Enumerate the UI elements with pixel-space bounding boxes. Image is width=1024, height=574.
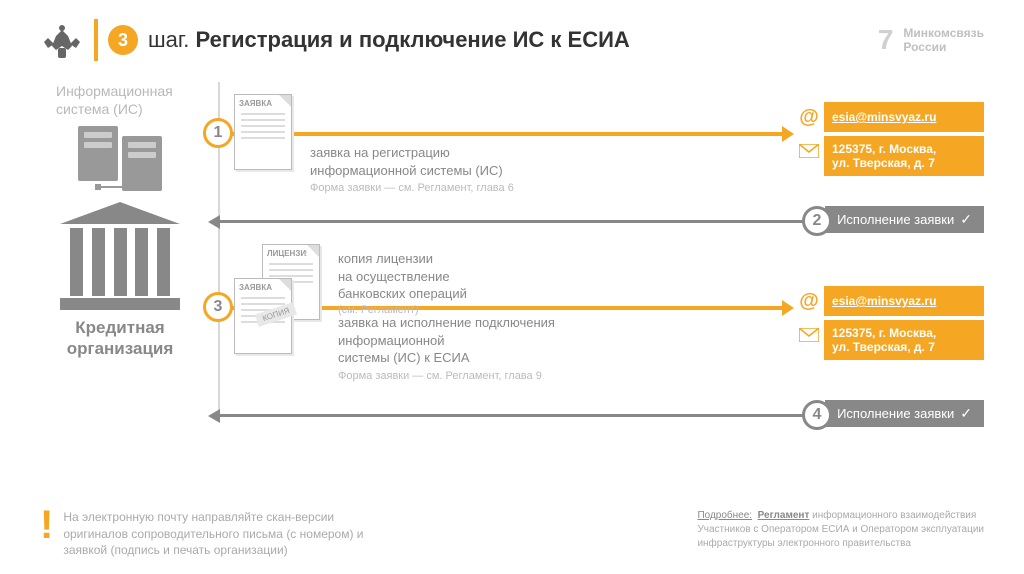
footer-note: ! На электронную почту направляйте скан-… — [40, 509, 364, 558]
contact-box-3: @ esia@minsvyaz.ru 125375, г. Москва,ул.… — [794, 286, 984, 364]
status-box-2: Исполнение заявки✓ — [825, 206, 984, 233]
step-1-description: заявка на регистрацию информационной сис… — [310, 144, 514, 196]
status-box-4: Исполнение заявки✓ — [825, 400, 984, 427]
bank-icon — [60, 202, 180, 312]
info-system-label: Информационная система (ИС) — [40, 82, 200, 118]
footer: ! На электронную почту направляйте скан-… — [40, 509, 984, 558]
left-column: Информационная система (ИС) Кредитная ор… — [40, 82, 200, 359]
diagram: Информационная система (ИС) Кредитная ор… — [0, 82, 1024, 512]
exclamation-icon: ! — [40, 509, 53, 558]
servers-icon — [70, 126, 170, 196]
document-icon: ЗАЯВКА — [234, 94, 292, 170]
reglament-link[interactable]: Регламент — [758, 510, 810, 521]
mail-icon — [794, 136, 824, 166]
header-divider — [94, 19, 98, 61]
page-title: шаг. Регистрация и подключение ИС к ЕСИА — [148, 27, 860, 53]
step-3-app-desc: заявка на исполнение подключения информа… — [338, 314, 555, 383]
ministry-label: Минкомсвязь России — [903, 26, 984, 55]
at-icon: @ — [794, 286, 824, 316]
address-text: 125375, г. Москва,ул. Тверская, д. 7 — [824, 136, 984, 176]
org-label: Кредитная организация — [40, 318, 200, 359]
check-icon: ✓ — [960, 405, 972, 422]
email-link[interactable]: esia@minsvyaz.ru — [824, 102, 984, 132]
emblem-icon — [40, 18, 84, 62]
page-number: 7 — [878, 24, 894, 56]
mail-icon — [794, 320, 824, 350]
step-badge: 3 — [108, 25, 138, 55]
step-3-license-desc: копия лицензии на осуществление банковск… — [338, 250, 467, 317]
at-icon: @ — [794, 102, 824, 132]
arrow-right-icon — [218, 132, 784, 136]
step-3-badge: 3 — [203, 292, 233, 322]
step-4-badge: 4 — [802, 400, 832, 430]
step-1-badge: 1 — [203, 118, 233, 148]
email-link[interactable]: esia@minsvyaz.ru — [824, 286, 984, 316]
header: 3 шаг. Регистрация и подключение ИС к ЕС… — [0, 0, 1024, 72]
footer-references: Подробнее: Регламент информационного вза… — [697, 509, 984, 551]
contact-box-1: @ esia@minsvyaz.ru 125375, г. Москва,ул.… — [794, 102, 984, 180]
step-2-badge: 2 — [802, 206, 832, 236]
check-icon: ✓ — [960, 211, 972, 228]
address-text: 125375, г. Москва,ул. Тверская, д. 7 — [824, 320, 984, 360]
